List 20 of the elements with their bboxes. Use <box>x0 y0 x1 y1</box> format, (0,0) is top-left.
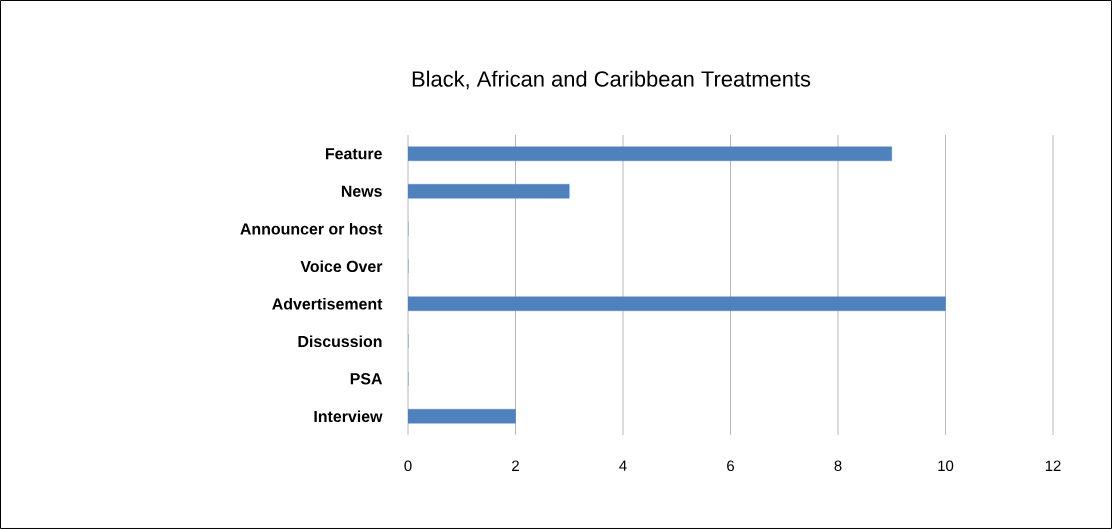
bar <box>408 409 516 424</box>
chart-title: Black, African and Caribbean Treatments <box>412 70 811 90</box>
y-tick-label: Interview <box>314 410 383 423</box>
x-tick-label: 6 <box>727 460 735 472</box>
x-tick-label: 12 <box>1045 460 1061 471</box>
x-tick-label: 10 <box>938 460 954 472</box>
bar <box>408 184 570 199</box>
y-tick-label: Advertisement <box>272 297 383 310</box>
x-tick-label: 8 <box>834 460 842 472</box>
y-tick-label: Voice Over <box>300 260 383 273</box>
x-tick-label: 2 <box>512 460 519 471</box>
y-tick-label: Feature <box>325 148 382 160</box>
x-tick-label: 0 <box>404 460 412 472</box>
bar <box>408 296 946 311</box>
bar <box>408 146 892 161</box>
y-tick-label: News <box>341 185 382 197</box>
y-tick-label: Announcer or host <box>240 222 383 235</box>
y-tick-label: PSA <box>350 373 383 385</box>
x-tick-label: 4 <box>619 460 627 471</box>
y-tick-label: Discussion <box>298 335 382 348</box>
